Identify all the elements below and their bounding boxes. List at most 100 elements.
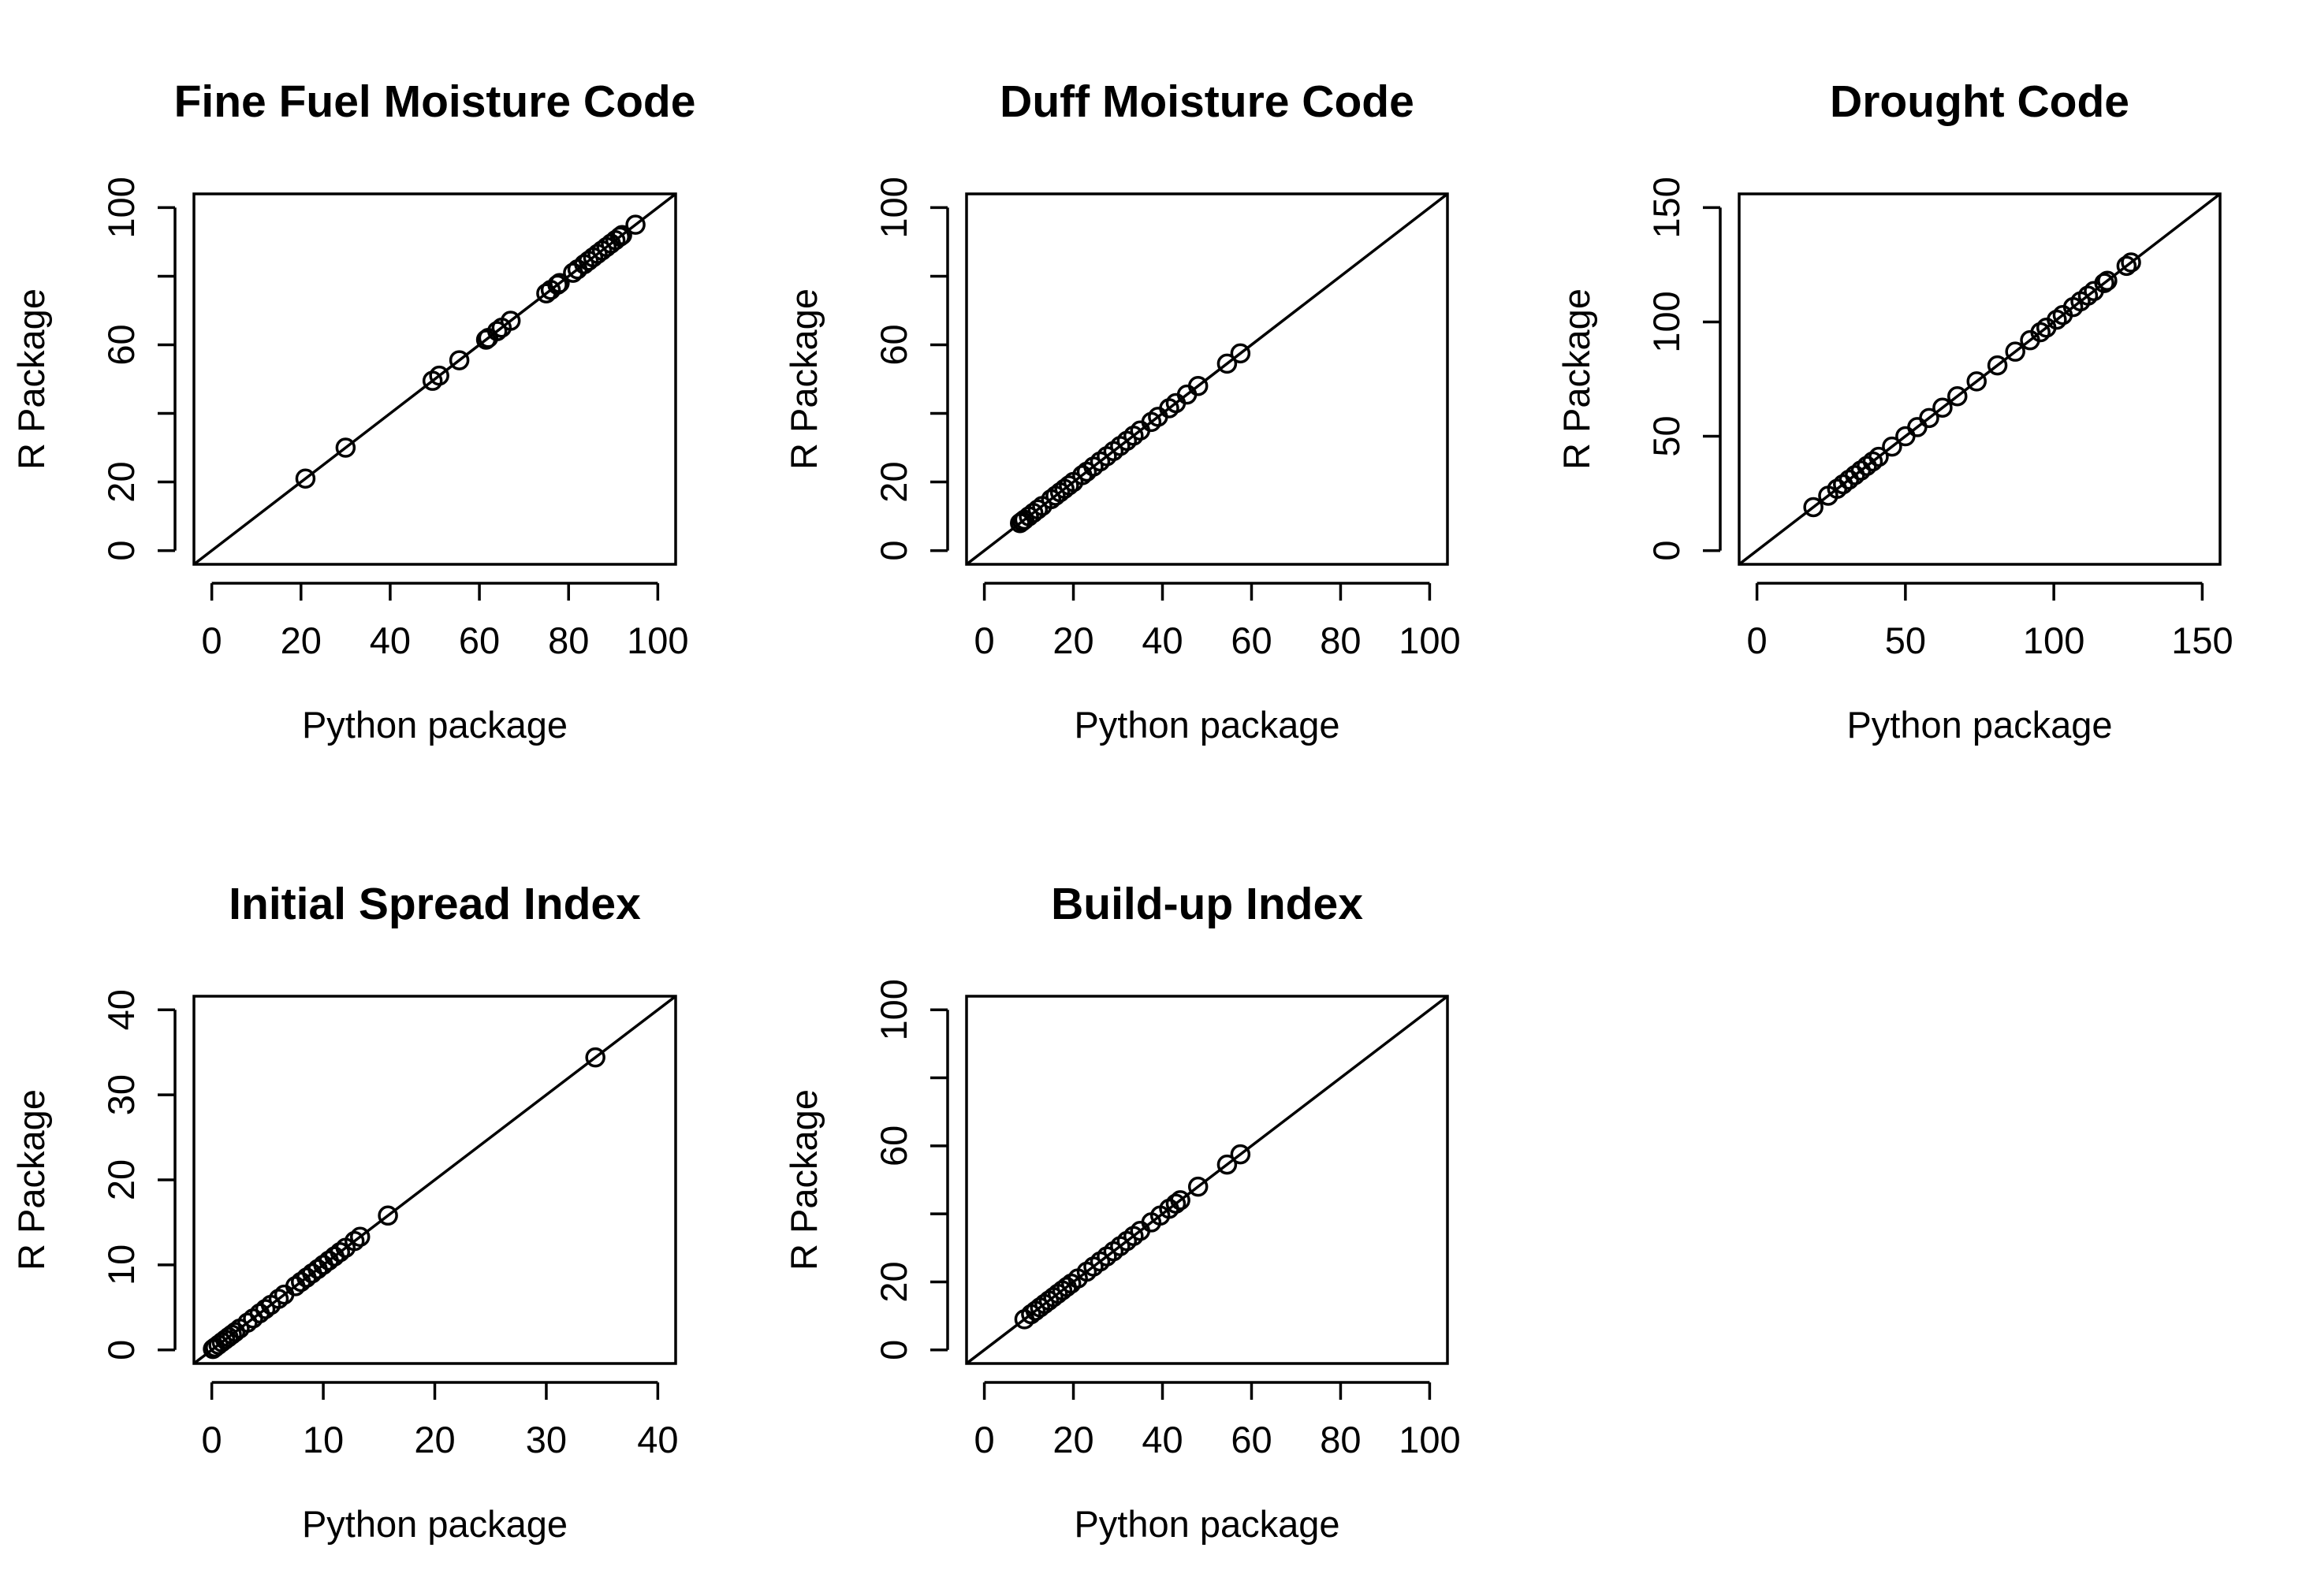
- y-axis-title: R Package: [783, 288, 825, 470]
- y-tick-label: 100: [873, 979, 915, 1040]
- data-point: [1862, 451, 1883, 472]
- panel-title: Build-up Index: [1051, 879, 1363, 929]
- data-point: [255, 1299, 276, 1319]
- data-point: [2097, 270, 2118, 291]
- data-point: [1187, 375, 1209, 396]
- identity-line: [1739, 194, 2220, 564]
- data-point: [547, 274, 568, 296]
- identity-line: [967, 194, 1447, 564]
- y-tick-label: 100: [100, 177, 142, 238]
- data-point: [609, 226, 631, 247]
- data-point: [1165, 1193, 1187, 1214]
- data-point: [1027, 499, 1049, 520]
- data-point: [335, 437, 356, 458]
- y-tick-label: 0: [100, 1340, 142, 1360]
- x-axis-title: Python package: [302, 704, 568, 746]
- y-tick-label: 40: [100, 989, 142, 1030]
- x-tick-label: 10: [303, 1419, 344, 1460]
- x-tick-label: 100: [1399, 619, 1460, 661]
- y-tick-label: 20: [873, 461, 915, 502]
- y-tick-label: 50: [1645, 415, 1687, 456]
- x-tick-label: 60: [1231, 619, 1272, 661]
- scatter-panel: Drought Code 0 50 100 150 0 50 100 150 Python pac…: [1555, 76, 2233, 746]
- y-tick-label: 0: [1645, 541, 1687, 561]
- scatter-panel: Initial Spread Index 0 10 20 30 40 0 10 20 30 40 Py…: [10, 879, 679, 1545]
- y-tick-label: 0: [873, 1340, 915, 1360]
- x-tick-label: 0: [202, 1419, 222, 1460]
- x-tick-label: 0: [974, 1419, 995, 1460]
- data-point: [1230, 1144, 1251, 1165]
- data-point: [349, 1226, 371, 1248]
- data-point: [1932, 397, 1953, 419]
- y-tick-label: 20: [873, 1261, 915, 1302]
- x-tick-label: 0: [974, 619, 995, 661]
- panel-title: Duff Moisture Code: [1000, 76, 1414, 127]
- scatter-panel: Build-up Index 0 20 40 60 80 100 0 20 60 100 Python…: [783, 879, 1461, 1545]
- data-point: [378, 1205, 398, 1226]
- data-point: [2094, 273, 2114, 293]
- x-tick-label: 100: [1399, 1419, 1460, 1460]
- x-tick-label: 0: [1747, 619, 1768, 661]
- panel-title: Initial Spread Index: [229, 879, 641, 929]
- x-axis-title: Python package: [1074, 704, 1339, 746]
- y-tick-label: 20: [100, 461, 142, 502]
- x-tick-label: 20: [281, 619, 322, 661]
- data-point: [625, 214, 646, 235]
- data-point: [429, 365, 449, 386]
- data-point: [500, 311, 521, 331]
- data-point: [612, 225, 632, 245]
- x-axis-title: Python package: [1846, 704, 2112, 746]
- y-axis-title: R Package: [783, 1089, 825, 1270]
- y-tick-label: 60: [873, 1125, 915, 1166]
- data-point: [1966, 371, 1987, 392]
- y-tick-label: 60: [873, 324, 915, 365]
- data-point: [549, 273, 570, 293]
- x-tick-label: 20: [1052, 1419, 1093, 1460]
- x-axis-title: Python package: [302, 1503, 568, 1545]
- y-tick-label: 100: [873, 177, 915, 238]
- data-point: [1187, 1176, 1209, 1197]
- y-axis-title: R Package: [10, 1089, 52, 1270]
- x-tick-label: 40: [370, 619, 411, 661]
- data-point: [1868, 446, 1889, 467]
- plot-frame: [192, 995, 677, 1365]
- data-point: [344, 1230, 365, 1252]
- x-tick-label: 100: [2023, 619, 2084, 661]
- plot-frame: [965, 192, 1449, 566]
- y-tick-label: 150: [1645, 177, 1687, 238]
- x-tick-label: 40: [1142, 1419, 1183, 1460]
- data-point: [1987, 355, 2008, 376]
- x-tick-label: 60: [459, 619, 500, 661]
- y-tick-label: 10: [100, 1244, 142, 1285]
- y-tick-label: 100: [1645, 291, 1687, 352]
- x-tick-label: 40: [1142, 619, 1183, 661]
- x-tick-label: 30: [526, 1419, 567, 1460]
- data-point: [1882, 436, 1902, 457]
- plot-frame: [965, 995, 1449, 1365]
- x-axis-title: Python package: [1074, 1503, 1339, 1545]
- x-tick-label: 80: [1320, 619, 1361, 661]
- data-point: [2116, 255, 2137, 277]
- x-tick-label: 20: [414, 1419, 455, 1460]
- plot-frame: [192, 192, 677, 566]
- data-point: [585, 1047, 605, 1068]
- x-tick-label: 40: [637, 1419, 678, 1460]
- data-point: [1170, 1190, 1190, 1211]
- data-point: [295, 468, 316, 489]
- data-point: [1919, 407, 1939, 429]
- x-tick-label: 20: [1052, 619, 1093, 661]
- x-tick-label: 150: [2171, 619, 2233, 661]
- data-point: [1803, 497, 1824, 518]
- data-point: [2047, 309, 2067, 330]
- data-point: [486, 321, 508, 341]
- data-point: [1947, 386, 1968, 407]
- data-point: [2121, 252, 2141, 273]
- y-tick-label: 60: [100, 324, 142, 365]
- scatter-panel: Duff Moisture Code 0 20 40 60 80 100 0 20 60 100 Py…: [783, 76, 1461, 746]
- data-point: [2005, 341, 2025, 362]
- plot-frame: [1738, 192, 2222, 566]
- data-point: [268, 1289, 289, 1309]
- data-point: [2030, 322, 2051, 343]
- data-point: [1059, 475, 1079, 496]
- x-tick-label: 100: [627, 619, 688, 661]
